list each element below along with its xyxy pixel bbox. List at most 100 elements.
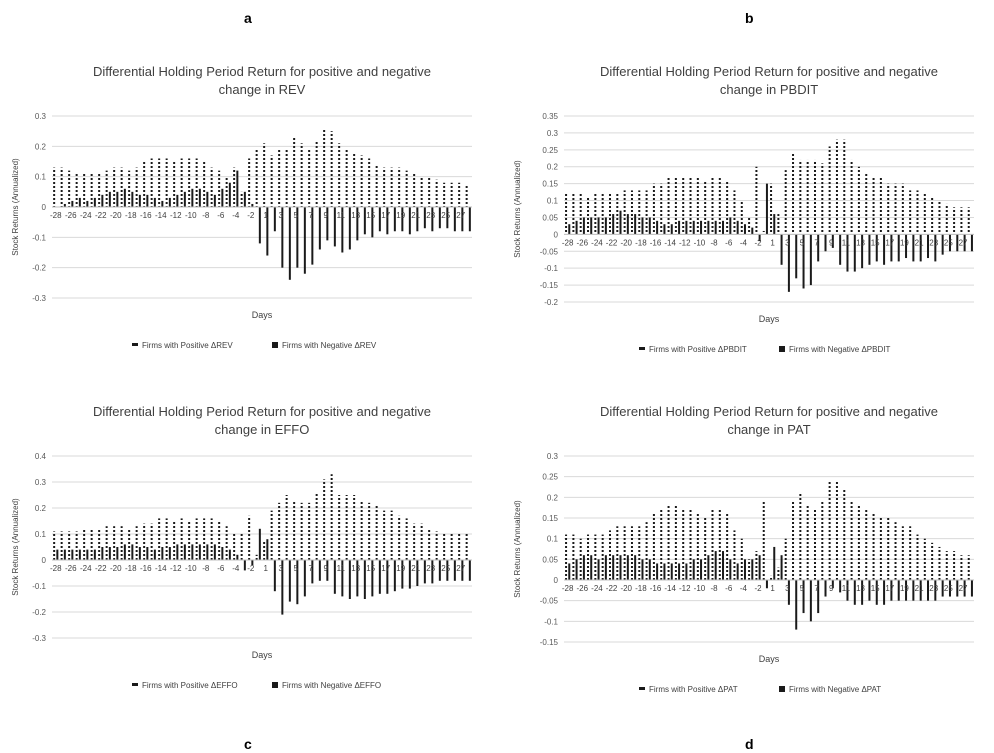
x-tick-label: -12 (679, 584, 691, 593)
x-tick-label: 27 (959, 238, 968, 247)
bar-negative (326, 560, 329, 581)
bar-positive (345, 495, 348, 560)
chart-title-line: Differential Holding Period Return for p… (93, 404, 431, 419)
x-tick-label: -4 (232, 564, 240, 573)
bar-positive (270, 155, 273, 207)
bar-negative (743, 559, 746, 580)
x-tick-label: 1 (264, 564, 269, 573)
bar-positive (850, 501, 853, 580)
x-tick-label: 25 (441, 211, 450, 220)
bar-positive (300, 143, 303, 207)
bar-positive (777, 214, 780, 235)
bar-positive (887, 183, 890, 235)
bar-negative (656, 220, 659, 235)
bar-positive (587, 534, 590, 580)
bar-positive (748, 559, 751, 580)
bar-negative (575, 220, 578, 235)
x-tick-label: -12 (170, 564, 182, 573)
bar-positive (616, 193, 619, 235)
bar-negative (707, 220, 710, 235)
bar-positive (623, 190, 626, 235)
bar-positive (383, 167, 386, 207)
y-tick-label: 0.3 (547, 452, 559, 461)
bar-positive (173, 521, 176, 560)
bar-positive (450, 534, 453, 560)
bar-negative (685, 220, 688, 235)
x-tick-label: 23 (426, 564, 435, 573)
bar-positive (828, 146, 831, 235)
bar-negative (927, 234, 930, 259)
x-tick-label: 17 (381, 211, 390, 220)
x-tick-label: 21 (411, 211, 420, 220)
bar-negative (318, 207, 321, 250)
bar-negative (258, 207, 261, 244)
bar-negative (897, 234, 900, 262)
bar-negative (206, 191, 209, 207)
bar-negative (236, 170, 239, 207)
x-tick-label: -4 (232, 211, 240, 220)
y-tick-label: 0.25 (542, 473, 558, 482)
bar-positive (630, 526, 633, 580)
bar-negative (875, 234, 878, 262)
x-tick-label: -2 (247, 564, 255, 573)
y-tick-label: 0.1 (547, 197, 559, 206)
bar-positive (443, 534, 446, 560)
bar-positive (375, 164, 378, 207)
y-tick-label: 0 (554, 576, 559, 585)
chart-title-line: change in PAT (727, 422, 810, 437)
bar-negative (795, 234, 798, 279)
x-tick-label: 27 (959, 584, 968, 593)
bar-negative (648, 217, 651, 235)
bar-negative (780, 234, 783, 265)
bar-positive (248, 158, 251, 207)
y-tick-label: -0.2 (544, 298, 558, 307)
bar-positive (850, 159, 853, 235)
x-tick-label: -20 (110, 564, 122, 573)
bar-positive (579, 538, 582, 580)
bar-positive (135, 526, 138, 560)
bar-positive (383, 510, 386, 560)
x-tick-label: -12 (170, 211, 182, 220)
x-tick-label: 5 (800, 238, 805, 247)
bar-positive (748, 217, 751, 235)
bar-negative (176, 544, 179, 560)
bar-negative (363, 207, 366, 235)
x-tick-label: 7 (814, 238, 819, 247)
x-tick-label: 21 (915, 584, 924, 593)
bar-positive (405, 518, 408, 560)
bar-positive (953, 207, 956, 235)
bar-positive (233, 534, 236, 560)
bar-positive (821, 163, 824, 235)
bar-negative (221, 547, 224, 560)
bar-positive (608, 530, 611, 580)
bar-positive (428, 176, 431, 207)
bar-positive (255, 149, 258, 207)
y-tick-label: -0.3 (32, 294, 46, 303)
bar-negative (431, 560, 434, 584)
x-tick-label: 19 (900, 238, 909, 247)
x-tick-label: -14 (664, 238, 676, 247)
bar-positive (210, 518, 213, 560)
bar-negative (743, 224, 746, 235)
bar-negative (590, 217, 593, 235)
x-tick-label: -8 (711, 238, 719, 247)
chart-title-line: change in EFFO (215, 422, 310, 437)
x-tick-label: -10 (694, 238, 706, 247)
bar-positive (718, 176, 721, 235)
bar-negative (453, 207, 456, 232)
panel-letter-b: b (745, 10, 754, 26)
x-tick-label: 9 (324, 564, 329, 573)
bar-negative (78, 549, 81, 560)
x-tick-label: 11 (337, 211, 346, 220)
legend-swatch-negative (779, 686, 785, 692)
bar-positive (770, 183, 773, 235)
x-tick-label: 1 (264, 211, 269, 220)
bar-positive (630, 190, 633, 235)
y-tick-label: 0.05 (542, 213, 558, 222)
legend-swatch-negative (272, 682, 278, 688)
bar-positive (821, 501, 824, 580)
bar-negative (266, 207, 269, 256)
bar-negative (93, 197, 96, 207)
bar-negative (861, 234, 864, 269)
legend-label-negative: Firms with Negative ΔPBDIT (789, 345, 890, 354)
